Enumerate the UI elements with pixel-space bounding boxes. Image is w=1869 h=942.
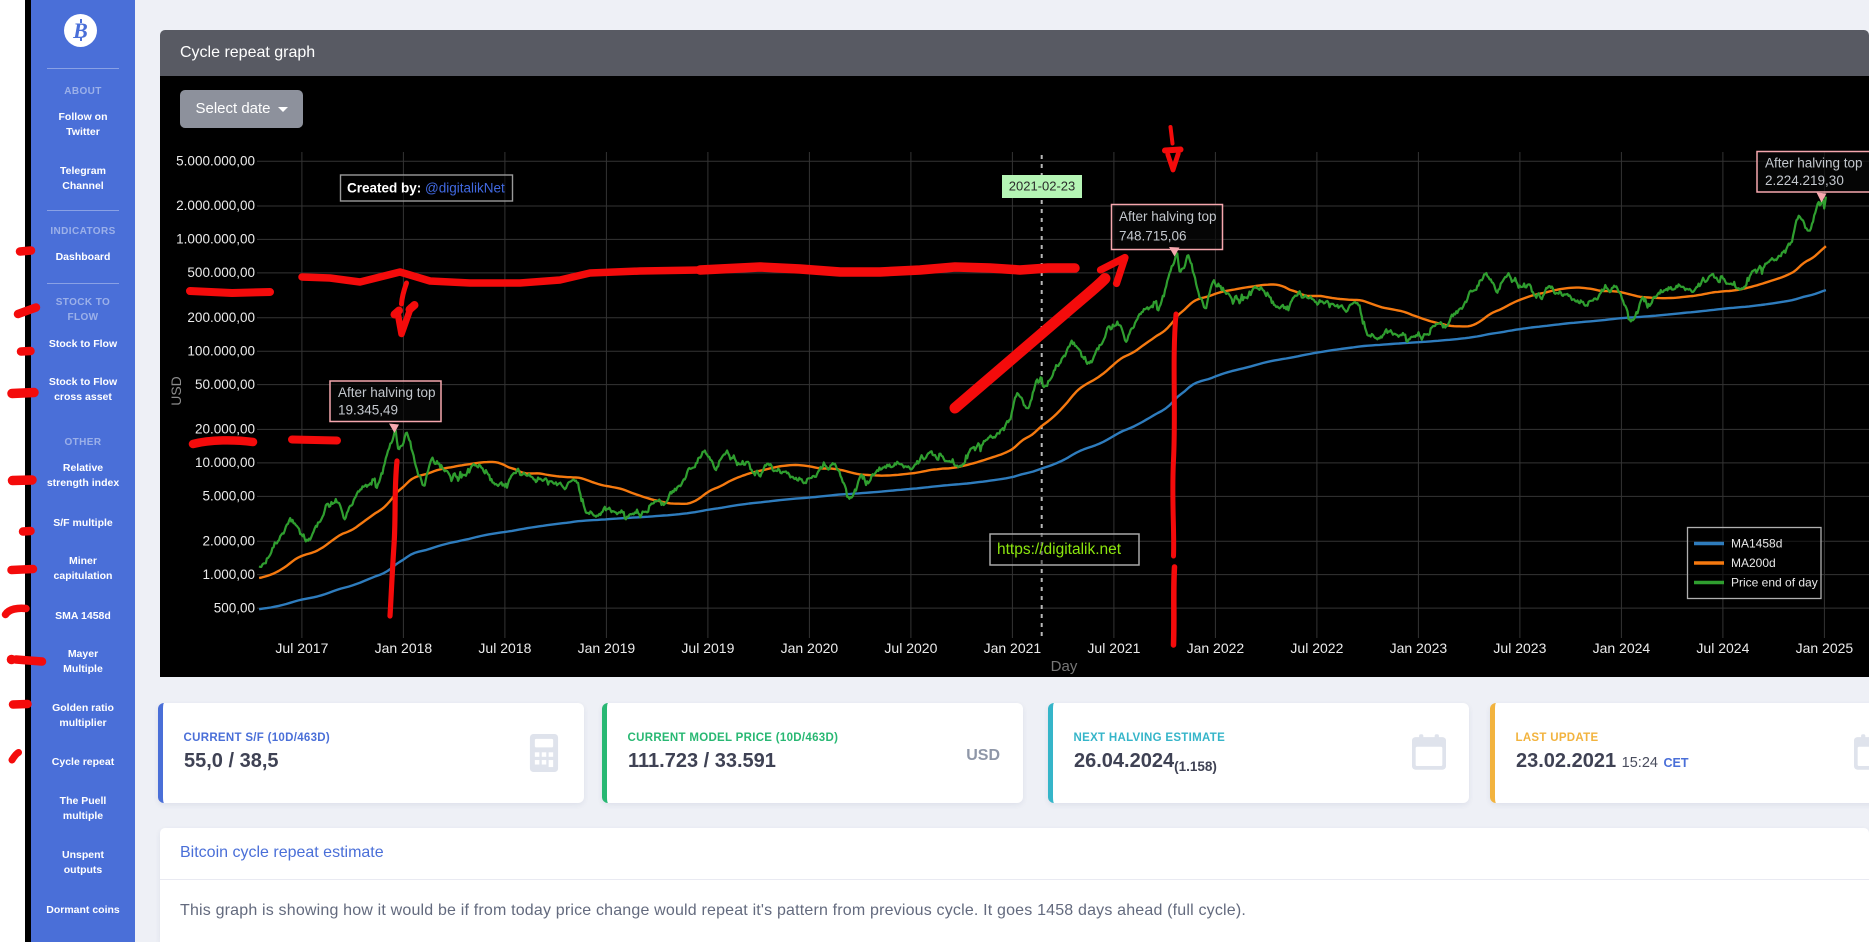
svg-text:5.000.000,00: 5.000.000,00 bbox=[176, 153, 255, 168]
svg-text:After halving top: After halving top bbox=[1765, 156, 1863, 171]
svg-text:Jan 2018: Jan 2018 bbox=[375, 640, 433, 656]
svg-text:Jul 2019: Jul 2019 bbox=[681, 640, 734, 656]
svg-text:2.224.219,30: 2.224.219,30 bbox=[1765, 173, 1844, 188]
svg-text:Jan 2022: Jan 2022 bbox=[1187, 640, 1245, 656]
svg-text:100.000,00: 100.000,00 bbox=[187, 343, 255, 358]
svg-text:After halving top: After halving top bbox=[338, 385, 436, 400]
svg-text:50.000,00: 50.000,00 bbox=[195, 377, 255, 392]
svg-text:Jan 2020: Jan 2020 bbox=[781, 640, 839, 656]
svg-text:1.000,00: 1.000,00 bbox=[202, 567, 255, 582]
svg-text:Jul 2021: Jul 2021 bbox=[1087, 640, 1140, 656]
svg-text:748.715,06: 748.715,06 bbox=[1119, 229, 1187, 244]
svg-text:2.000,00: 2.000,00 bbox=[202, 533, 255, 548]
svg-text:Jan 2021: Jan 2021 bbox=[984, 640, 1042, 656]
svg-text:Jul 2022: Jul 2022 bbox=[1290, 640, 1343, 656]
svg-text:10.000,00: 10.000,00 bbox=[195, 455, 255, 470]
svg-text:Created by: @digitalikNet: Created by: @digitalikNet bbox=[347, 181, 505, 196]
svg-text:Day: Day bbox=[1051, 658, 1078, 675]
svg-text:Jan 2019: Jan 2019 bbox=[578, 640, 636, 656]
svg-text:5.000,00: 5.000,00 bbox=[202, 489, 255, 504]
svg-text:MA200d: MA200d bbox=[1731, 556, 1776, 570]
svg-text:Jan 2025: Jan 2025 bbox=[1796, 640, 1854, 656]
svg-text:Jul 2020: Jul 2020 bbox=[884, 640, 937, 656]
svg-text:Jul 2018: Jul 2018 bbox=[478, 640, 531, 656]
svg-text:Jul 2024: Jul 2024 bbox=[1696, 640, 1749, 656]
svg-text:MA1458d: MA1458d bbox=[1731, 537, 1782, 551]
svg-text:2.000.000,00: 2.000.000,00 bbox=[176, 198, 255, 213]
svg-text:Jan 2024: Jan 2024 bbox=[1593, 640, 1651, 656]
svg-text:2021-02-23: 2021-02-23 bbox=[1009, 179, 1076, 194]
svg-text:Jul 2023: Jul 2023 bbox=[1493, 640, 1546, 656]
svg-text:500.000,00: 500.000,00 bbox=[187, 265, 255, 280]
svg-text:200.000,00: 200.000,00 bbox=[187, 310, 255, 325]
svg-text:Jan 2023: Jan 2023 bbox=[1390, 640, 1448, 656]
svg-text:500,00: 500,00 bbox=[214, 600, 255, 615]
svg-text:After halving top: After halving top bbox=[1119, 209, 1217, 224]
svg-text:Price end of day: Price end of day bbox=[1731, 576, 1818, 590]
svg-text:1.000.000,00: 1.000.000,00 bbox=[176, 232, 255, 247]
svg-text:20.000,00: 20.000,00 bbox=[195, 422, 255, 437]
svg-text:Jul 2017: Jul 2017 bbox=[275, 640, 328, 656]
svg-text:USD: USD bbox=[168, 376, 184, 406]
svg-text:19.345,49: 19.345,49 bbox=[338, 403, 398, 418]
svg-text:https://digitalik.net: https://digitalik.net bbox=[997, 541, 1122, 558]
